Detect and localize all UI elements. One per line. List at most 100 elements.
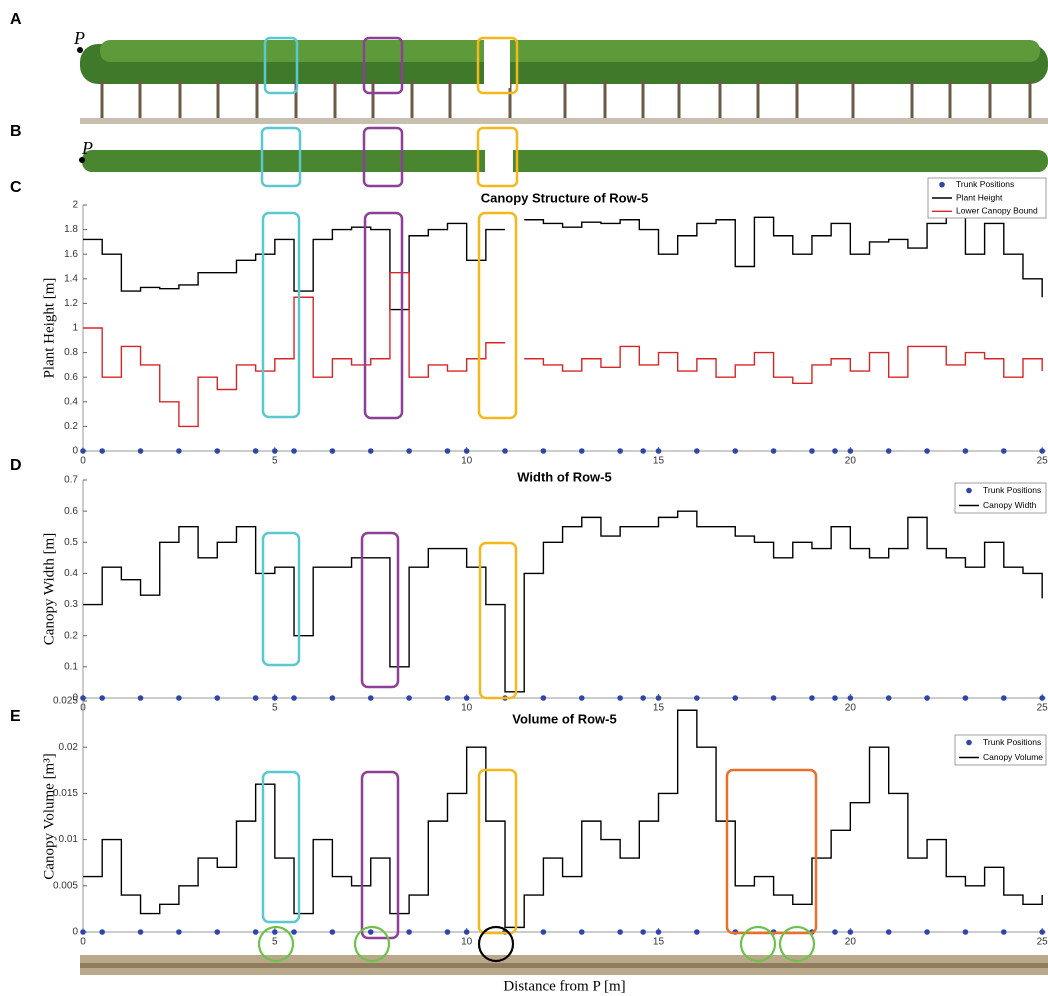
- step-line: [83, 217, 1042, 309]
- trunk-position: [272, 448, 278, 454]
- highlight-box: [480, 543, 516, 698]
- trunk-position: [809, 695, 815, 701]
- trunk-position: [771, 448, 777, 454]
- trunk-position: [464, 448, 470, 454]
- step-line: [83, 511, 1042, 692]
- trunk-position: [253, 695, 259, 701]
- panel-label: A: [10, 11, 22, 28]
- trunk-position: [1001, 929, 1007, 935]
- trunk-position: [368, 929, 374, 935]
- trunk-position: [1001, 695, 1007, 701]
- panel-label: B: [10, 123, 22, 140]
- chart-title: Volume of Row-5: [512, 711, 616, 726]
- trunk-position: [963, 695, 969, 701]
- trunk-position: [214, 695, 220, 701]
- trunk-position: [848, 929, 854, 935]
- trunk-position: [617, 929, 623, 935]
- y-tick-label: 1: [72, 323, 78, 334]
- legend-label: Canopy Volume: [983, 752, 1043, 762]
- highlight-box: [479, 770, 516, 933]
- trunk-position: [694, 695, 700, 701]
- point-label: P: [81, 138, 93, 158]
- trunk-position: [617, 448, 623, 454]
- y-tick-label: 0: [72, 927, 78, 938]
- y-tick-label: 0.1: [64, 661, 78, 672]
- trunk-position: [541, 695, 547, 701]
- trunk-position: [80, 929, 86, 935]
- x-tick-label: 15: [653, 937, 665, 948]
- x-tick-label: 25: [1037, 937, 1048, 948]
- trunk-position: [963, 448, 969, 454]
- trunk-position: [214, 929, 220, 935]
- trunk-position: [445, 695, 451, 701]
- legend-marker: [939, 182, 945, 188]
- y-tick-label: 0.3: [64, 599, 78, 610]
- y-tick-label: 0.6: [64, 372, 78, 383]
- trunk-position: [656, 929, 662, 935]
- y-tick-label: 0.005: [53, 880, 78, 891]
- trunk-position: [1001, 448, 1007, 454]
- figure: A B C D E P P 00.20.40.60.811.21.41.61.8…: [0, 0, 1048, 996]
- trunk-position: [253, 448, 259, 454]
- y-tick-label: 0.2: [64, 630, 78, 641]
- x-tick-label: 5: [272, 937, 278, 948]
- x-tick-label: 15: [653, 703, 665, 714]
- legend-label: Plant Height: [956, 192, 1003, 202]
- trunk-position: [291, 448, 297, 454]
- trunk-position: [272, 695, 278, 701]
- trunk-position: [809, 448, 815, 454]
- x-tick-label: 5: [272, 703, 278, 714]
- y-tick-label: 1.4: [64, 273, 78, 284]
- trunk-position: [694, 448, 700, 454]
- trunk-position: [272, 929, 278, 935]
- trunk-position: [579, 695, 585, 701]
- trunk-position: [1039, 929, 1045, 935]
- legend-marker: [966, 488, 972, 494]
- trunk-position: [848, 448, 854, 454]
- trunk-position: [832, 695, 838, 701]
- photo-top-view: [79, 146, 1048, 176]
- y-tick-label: 0.025: [53, 696, 78, 707]
- trunk-position: [694, 929, 700, 935]
- highlight-box: [362, 533, 398, 687]
- trunk-position: [464, 929, 470, 935]
- trunk-position: [832, 929, 838, 935]
- trunk-position: [732, 695, 738, 701]
- panel-labels: A B C D E: [10, 11, 22, 725]
- legend-label: Trunk Positions: [983, 485, 1041, 495]
- legend-label: Lower Canopy Bound: [956, 206, 1038, 216]
- x-tick-label: 20: [845, 937, 857, 948]
- trunk-position: [214, 448, 220, 454]
- y-tick-label: 0.02: [59, 742, 79, 753]
- trunk-position: [253, 929, 259, 935]
- x-tick-label: 25: [1037, 456, 1048, 467]
- trunk-position: [406, 448, 412, 454]
- trunk-position: [640, 695, 646, 701]
- trunk-position: [368, 448, 374, 454]
- x-tick-label: 10: [461, 937, 473, 948]
- trunk-position: [176, 448, 182, 454]
- trunk-position: [291, 695, 297, 701]
- trunk-position: [330, 929, 336, 935]
- trunk-position: [464, 695, 470, 701]
- y-tick-label: 0.7: [64, 475, 78, 486]
- highlight-box: [727, 770, 816, 933]
- y-tick-label: 2: [72, 200, 78, 211]
- trunk-position: [541, 929, 547, 935]
- highlight-box: [479, 213, 516, 418]
- chart-title: Width of Row-5: [517, 469, 611, 484]
- trunk-position: [502, 448, 508, 454]
- step-line: [83, 273, 1042, 427]
- panel-label: E: [10, 708, 21, 725]
- trunk-position: [80, 448, 86, 454]
- y-tick-label: 0.4: [64, 396, 78, 407]
- photo-ground-strip: [80, 955, 1048, 975]
- point-label: P: [73, 28, 85, 48]
- trunk-position: [330, 695, 336, 701]
- y-tick-label: 1.8: [64, 224, 78, 235]
- x-tick-label: 20: [845, 456, 857, 467]
- x-tick-label: 0: [80, 456, 86, 467]
- y-tick-label: 0.4: [64, 568, 78, 579]
- trunk-position: [924, 695, 930, 701]
- trunk-position: [138, 448, 144, 454]
